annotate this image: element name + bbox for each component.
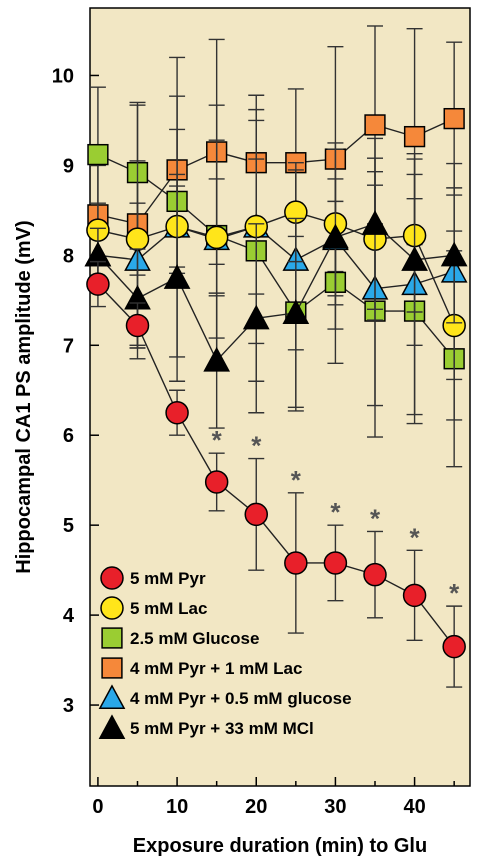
plot-layers — [84, 25, 468, 688]
data-point — [361, 210, 389, 235]
x-tick-label: 40 — [403, 796, 425, 818]
series-line — [97, 223, 455, 362]
data-point — [323, 551, 348, 575]
significance-marker: * — [291, 465, 302, 495]
series-line — [97, 117, 455, 225]
x-tick-label: 30 — [324, 796, 346, 818]
significance-marker: * — [410, 522, 421, 552]
data-point — [203, 346, 231, 372]
legend-label: 4 mM Pyr + 1 mM Lac — [130, 659, 302, 678]
data-point — [86, 272, 110, 296]
data-point — [244, 502, 268, 527]
data-point — [125, 227, 150, 251]
significance-marker: * — [449, 578, 460, 608]
legend-marker — [101, 657, 123, 679]
series-line — [97, 283, 455, 648]
data-point — [443, 107, 465, 130]
data-point — [284, 551, 308, 575]
y-tick-label: 5 — [63, 515, 74, 537]
x-tick-label: 10 — [166, 796, 188, 818]
y-tick-label: 4 — [63, 605, 75, 627]
data-point — [204, 225, 229, 250]
legend-label: 5 mM Lac — [130, 599, 207, 618]
data-point — [401, 246, 428, 271]
data-point — [163, 264, 191, 289]
data-point — [125, 313, 150, 338]
data-point — [363, 562, 387, 587]
y-tick-label: 8 — [63, 245, 74, 267]
legend-marker — [100, 566, 124, 590]
y-axis-label: Hippocampal CA1 PS amplitude (mV) — [13, 220, 35, 573]
series-line — [97, 153, 455, 360]
significance-marker: * — [330, 497, 341, 527]
y-tick-label: 9 — [63, 155, 74, 177]
series-5 — [84, 137, 468, 429]
data-point — [242, 304, 270, 330]
data-point — [402, 583, 427, 608]
data-point — [282, 299, 310, 324]
legend-label: 5 mM Pyr — [130, 569, 206, 588]
series-0 — [86, 260, 466, 688]
y-tick-label: 3 — [63, 695, 74, 717]
series-line — [97, 225, 455, 290]
legend-label: 4 mM Pyr + 0.5 mM glucose — [130, 689, 352, 708]
significance-marker: * — [212, 425, 223, 455]
legend-marker — [98, 684, 126, 710]
y-tick-label: 10 — [52, 65, 74, 87]
legend-label: 5 mM Pyr + 33 mM MCl — [130, 719, 314, 738]
legend-label: 2.5 mM Glucose — [130, 629, 259, 648]
data-point — [403, 125, 426, 148]
x-tick-label: 0 — [92, 796, 103, 818]
data-point — [204, 470, 229, 494]
data-point — [364, 114, 386, 136]
significance-markers: * * * * * * * — [212, 425, 460, 608]
x-axis-label: Exposure duration (min) to Glu — [133, 835, 427, 857]
legend-marker — [100, 596, 124, 620]
y-tick-label: 6 — [63, 425, 74, 447]
y-tick-label: 7 — [63, 335, 74, 357]
legend: 5 mM Pyr 5 mM Lac 2.5 mM Glucose 4 mM Pyr +… — [98, 566, 352, 740]
data-point — [442, 634, 466, 659]
data-point — [165, 400, 189, 425]
data-point — [322, 223, 349, 249]
legend-marker — [101, 627, 123, 649]
significance-marker: * — [370, 503, 381, 533]
legend-marker — [98, 714, 126, 740]
x-tick-label: 20 — [245, 796, 267, 818]
data-point — [87, 143, 109, 166]
significance-marker: * — [251, 431, 262, 461]
series-line — [97, 211, 455, 326]
data-point — [440, 241, 468, 267]
x-axis: 0 10 20 30 40 — [92, 777, 455, 818]
